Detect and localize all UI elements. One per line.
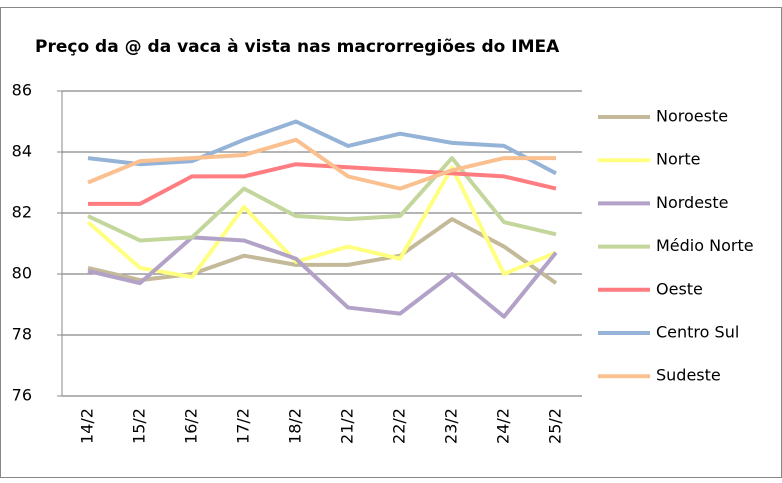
y-tick-label: 76 [12,386,32,405]
y-tick-label: 82 [12,203,32,222]
y-tick-label: 86 [12,81,32,100]
legend-label: Centro Sul [656,323,739,342]
x-tick-label: 18/2 [286,408,305,444]
x-tick-label: 14/2 [78,408,97,444]
chart-title: Preço da @ da vaca à vista nas macrorreg… [35,37,560,57]
y-tick-label: 80 [12,264,32,283]
legend-label: Sudeste [656,366,721,385]
series-line [86,165,557,280]
x-tick-label: 25/2 [546,408,565,444]
x-tick-label: 22/2 [390,408,409,444]
x-tick-label: 24/2 [494,408,513,444]
y-tick-label: 78 [12,325,32,344]
series-line [87,156,557,243]
series-line [88,162,557,206]
chart-frame [0,7,782,478]
series-line [87,137,556,191]
legend-label: Médio Norte [656,236,754,255]
legend-label: Nordeste [656,193,729,212]
x-tick-label: 17/2 [234,408,253,444]
x-tick-label: 23/2 [442,408,461,444]
legend-label: Oeste [656,279,703,298]
legend-label: Norte [656,150,700,169]
series-line [87,235,558,319]
x-tick-label: 21/2 [338,408,357,444]
series-line [87,119,557,176]
series-line [87,217,558,285]
legend-label: Noroeste [656,107,728,126]
y-tick-label: 84 [12,142,32,161]
x-tick-label: 16/2 [182,408,201,444]
x-tick-label: 15/2 [130,408,149,444]
